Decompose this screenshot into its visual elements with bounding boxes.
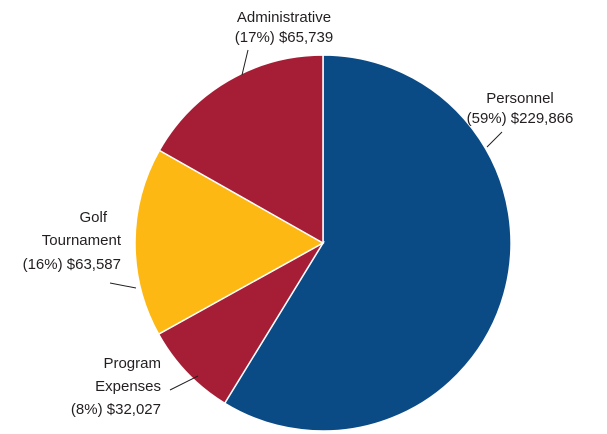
pie-labels: Personnel (59%) $229,866 Administrative …	[23, 9, 574, 418]
leader-line-administrative	[241, 49, 249, 76]
leader-line-program-expenses	[169, 375, 199, 391]
label-program-expenses-line2: Expenses	[95, 378, 161, 395]
label-personnel-value: (59%) $229,866	[467, 110, 574, 127]
pie-slices	[134, 54, 512, 432]
label-golf-tournament-value: (16%) $63,587	[23, 256, 121, 273]
slice-program-expenses	[157, 240, 326, 405]
label-administrative-value: (17%) $65,739	[235, 29, 333, 46]
label-administrative-name: Administrative	[237, 9, 331, 26]
slice-administrative	[158, 54, 324, 245]
slice-personnel	[223, 54, 512, 432]
label-program-expenses-line1: Program	[103, 355, 161, 372]
leader-line-personnel	[486, 131, 503, 148]
label-golf-tournament-line1: Golf	[79, 209, 107, 226]
label-golf-tournament-line2: Tournament	[42, 232, 122, 249]
slice-golf-tournament	[134, 149, 325, 336]
leader-line-golf-tournament	[109, 282, 137, 289]
label-program-expenses-value: (8%) $32,027	[71, 401, 161, 418]
label-personnel-name: Personnel	[486, 90, 554, 107]
